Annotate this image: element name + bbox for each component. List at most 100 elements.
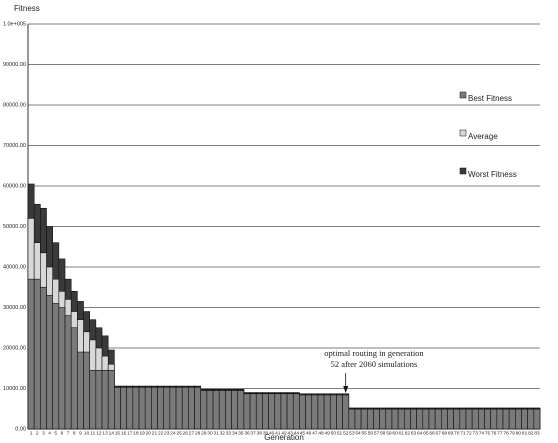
x-tick-label: 17 — [127, 430, 133, 436]
x-tick-label: 80 — [516, 430, 522, 436]
y-tick-label: 70000.00 — [3, 143, 26, 149]
x-tick-label: 21 — [152, 430, 158, 436]
bar — [329, 394, 337, 430]
x-tick-label: 26 — [183, 430, 189, 436]
bar — [243, 393, 251, 430]
x-tick-label: 12 — [96, 430, 102, 436]
x-tick-label: 44 — [294, 430, 300, 436]
x-tick-label: 45 — [300, 430, 306, 436]
x-tick-label: 15 — [115, 430, 121, 436]
x-tick-label: 39 — [263, 430, 269, 436]
x-tick-label: 65 — [423, 430, 429, 436]
bar — [144, 386, 152, 430]
x-tick-label: 6 — [61, 430, 64, 436]
bar — [169, 386, 177, 430]
x-tick-label: 52 — [343, 430, 349, 436]
bar — [194, 386, 202, 430]
x-tick-label: 59 — [386, 430, 392, 436]
bar — [397, 408, 405, 430]
bar — [385, 408, 393, 430]
bar — [58, 307, 66, 430]
x-tick-label: 28 — [195, 430, 201, 436]
bar — [101, 369, 109, 430]
bar — [416, 408, 424, 430]
x-tick-label: 82 — [528, 430, 534, 436]
bar — [188, 386, 195, 430]
bar — [225, 390, 232, 430]
x-tick-label: 38 — [257, 430, 263, 436]
bar — [33, 278, 41, 430]
x-tick-label: 77 — [497, 430, 503, 436]
bar — [496, 408, 504, 430]
bar — [138, 386, 146, 430]
x-tick-label: 55 — [362, 430, 368, 436]
bar — [70, 327, 78, 430]
bar — [286, 393, 294, 430]
x-tick-label: 74 — [479, 430, 485, 436]
x-tick-label: 72 — [466, 430, 472, 436]
y-axis-title: Fitness — [14, 4, 40, 13]
x-tick-label: 8 — [73, 430, 76, 436]
bar — [422, 408, 430, 430]
legend-swatch — [459, 129, 467, 137]
legend-swatch — [459, 167, 467, 175]
y-tick-label: 80000.00 — [3, 102, 26, 108]
bar — [508, 408, 516, 430]
bar — [274, 393, 282, 430]
bar — [262, 393, 269, 430]
x-tick-label: 68 — [442, 430, 448, 436]
bar — [317, 394, 325, 430]
bar — [46, 295, 53, 430]
x-tick-label: 53 — [349, 430, 355, 436]
bar — [410, 408, 417, 430]
x-tick-label: 29 — [201, 430, 207, 436]
bar — [521, 408, 528, 430]
x-tick-label: 69 — [448, 430, 454, 436]
bar — [459, 408, 467, 430]
x-tick-label: 48 — [318, 430, 324, 436]
x-tick-label: 30 — [207, 430, 213, 436]
bar — [218, 390, 226, 430]
x-tick-label: 7 — [67, 430, 70, 436]
bar — [342, 394, 350, 430]
x-tick-label: 47 — [312, 430, 318, 436]
bar — [471, 408, 479, 430]
bar — [231, 390, 239, 430]
bar — [237, 390, 245, 430]
x-tick-label: 2 — [36, 430, 39, 436]
y-tick-label: 50000.00 — [3, 224, 26, 230]
bar — [441, 408, 448, 430]
bar — [132, 386, 140, 430]
x-tick-label: 27 — [189, 430, 195, 436]
bar — [27, 278, 35, 430]
x-tick-label: 46 — [306, 430, 312, 436]
x-tick-label: 51 — [337, 430, 343, 436]
x-tick-label: 18 — [133, 430, 139, 436]
bar — [373, 408, 380, 430]
bar — [120, 386, 127, 430]
x-tick-label: 64 — [417, 430, 423, 436]
y-tick-label: 0.00 — [15, 426, 26, 432]
bar — [403, 408, 411, 430]
x-tick-label: 75 — [485, 430, 491, 436]
bar — [77, 351, 84, 430]
x-tick-label: 61 — [399, 430, 405, 436]
bar — [360, 408, 368, 430]
bar — [391, 408, 399, 430]
legend-swatch — [459, 91, 467, 99]
x-tick-label: 56 — [368, 430, 374, 436]
bar — [336, 394, 343, 430]
y-tick-label: 10000.00 — [3, 386, 26, 392]
annotation: 52 after 2060 simulations — [331, 359, 418, 369]
x-tick-label: 5 — [54, 430, 57, 436]
bar — [157, 386, 165, 430]
x-tick-label: 20 — [146, 430, 152, 436]
bar — [305, 394, 313, 430]
x-tick-label: 76 — [491, 430, 497, 436]
x-tick-label: 42 — [281, 430, 287, 436]
bar — [95, 369, 103, 430]
x-tick-label: 3 — [42, 430, 45, 436]
x-tick-label: 32 — [220, 430, 226, 436]
x-tick-label: 13 — [102, 430, 108, 436]
